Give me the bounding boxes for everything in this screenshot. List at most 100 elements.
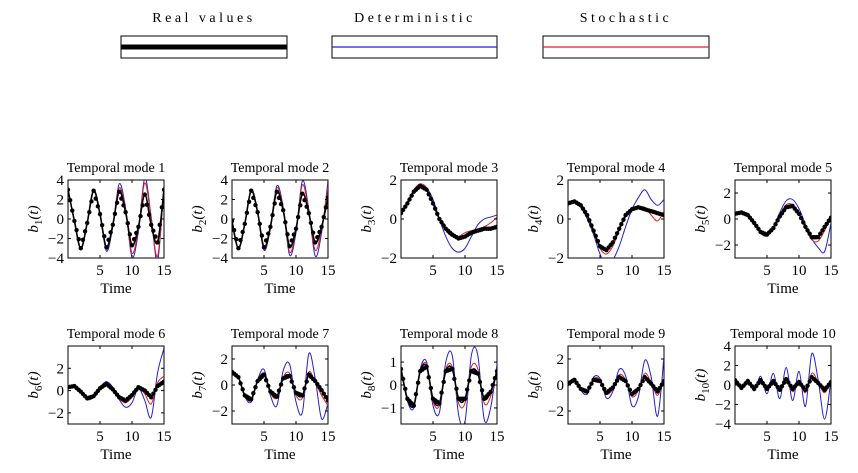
data-point-real-values [321, 391, 326, 396]
data-point-real-values [492, 375, 497, 381]
y-axis-label-base: b [26, 391, 42, 399]
data-point-real-values [68, 187, 71, 192]
data-point-real-values [820, 228, 825, 233]
data-point-real-values [263, 238, 269, 243]
data-point-real-values [426, 375, 431, 380]
x-tick-label: 10 [458, 263, 473, 279]
y-tick-label: 2 [557, 173, 565, 189]
data-point-real-values [454, 386, 459, 392]
data-point-real-values [407, 197, 412, 202]
data-point-real-values [300, 191, 305, 196]
data-point-real-values [424, 364, 429, 369]
data-point-real-values [157, 222, 162, 228]
data-point-real-values [415, 380, 421, 385]
data-point-real-values [302, 197, 307, 203]
data-point-real-values [441, 379, 446, 385]
data-point-real-values [291, 232, 297, 237]
data-point-real-values [161, 379, 164, 384]
data-point-real-values [87, 209, 92, 215]
y-tick-label: 2 [390, 173, 398, 189]
y-tick-label: −4 [48, 251, 64, 267]
data-point-real-values [325, 195, 328, 200]
data-point-real-values [585, 389, 590, 394]
data-point-real-values [131, 236, 137, 242]
data-point-real-values [439, 390, 444, 395]
data-point-real-values [253, 202, 258, 208]
data-point-real-values [323, 394, 328, 400]
data-point-real-values [253, 384, 258, 390]
data-point-real-values [612, 235, 618, 241]
data-point-real-values [805, 228, 810, 233]
data-point-real-values [232, 227, 237, 233]
data-point-real-values [289, 379, 294, 384]
data-point-real-values [580, 206, 586, 211]
data-point-real-values [149, 222, 154, 228]
data-point-real-values [295, 214, 301, 220]
data-point-real-values [587, 218, 592, 223]
data-point-real-values [85, 220, 90, 226]
y-tick-label: 2 [57, 193, 65, 209]
x-tick-label: 5 [429, 429, 437, 445]
data-point-real-values [807, 379, 812, 384]
chart-panel-mode-1: Temporal mode 1 5 10 15 4 2 0 −2 −4 b1(t) Time [26, 161, 172, 297]
data-point-real-values [236, 375, 241, 380]
data-point-real-values [640, 378, 645, 384]
data-point-real-values [319, 224, 324, 229]
y-tick-label: 2 [221, 352, 229, 368]
y-tick-label: 0 [390, 378, 398, 394]
x-tick-label: 5 [596, 263, 604, 279]
y-axis-label-base: b [526, 391, 542, 399]
data-point-real-values [151, 228, 156, 233]
data-point-real-values [788, 383, 793, 388]
y-axis-label-subscript: 5 [700, 219, 712, 225]
legend-item-stochastic: Stochastic [542, 11, 710, 59]
data-point-real-values [76, 236, 81, 242]
data-point-real-values [127, 232, 133, 237]
y-tick-label: −2 [548, 404, 564, 420]
chart-title: Temporal mode 7 [231, 327, 330, 342]
y-axis-label-base: b [693, 393, 709, 401]
data-point-real-values [236, 246, 241, 251]
data-point-real-values [104, 245, 109, 250]
plot-area [401, 346, 497, 424]
y-tick-label: 4 [221, 173, 229, 189]
data-point-real-values [80, 237, 86, 242]
data-point-real-values [432, 206, 438, 211]
data-point-real-values [325, 398, 328, 403]
plot-frame [567, 179, 665, 259]
plot-area [735, 352, 831, 420]
data-point-real-values [494, 369, 497, 374]
data-point-real-values [140, 203, 145, 208]
data-point-real-values [587, 385, 592, 390]
x-axis-label: Time [433, 447, 464, 463]
data-point-real-values [589, 223, 594, 228]
data-point-real-values [435, 211, 440, 216]
y-tick-label: 0 [57, 212, 65, 228]
y-axis-label-argument: (t) [693, 205, 709, 219]
data-point-real-values [257, 221, 262, 227]
x-tick-label: 15 [490, 429, 505, 445]
data-point-real-values [475, 371, 480, 376]
x-tick-label: 10 [125, 429, 140, 445]
data-point-real-values [102, 234, 107, 239]
x-tick-label: 15 [157, 263, 172, 279]
data-point-real-values [276, 388, 282, 393]
data-point-real-values [283, 220, 288, 225]
data-point-real-values [401, 376, 406, 382]
y-axis-label-base: b [359, 391, 375, 399]
plot-area [568, 356, 664, 417]
y-tick-label: 2 [724, 359, 732, 375]
data-point-real-values [771, 225, 776, 231]
data-point-real-values [289, 238, 294, 243]
data-point-real-values [268, 224, 273, 229]
y-axis-label: b4(t) [526, 205, 545, 232]
data-point-real-values [595, 238, 601, 244]
data-point-real-values [68, 197, 73, 203]
y-tick-label: 0 [221, 378, 229, 394]
y-axis-label-subscript: 9 [533, 385, 545, 391]
y-tick-label: 0 [221, 212, 229, 228]
x-tick-label: 10 [289, 429, 304, 445]
